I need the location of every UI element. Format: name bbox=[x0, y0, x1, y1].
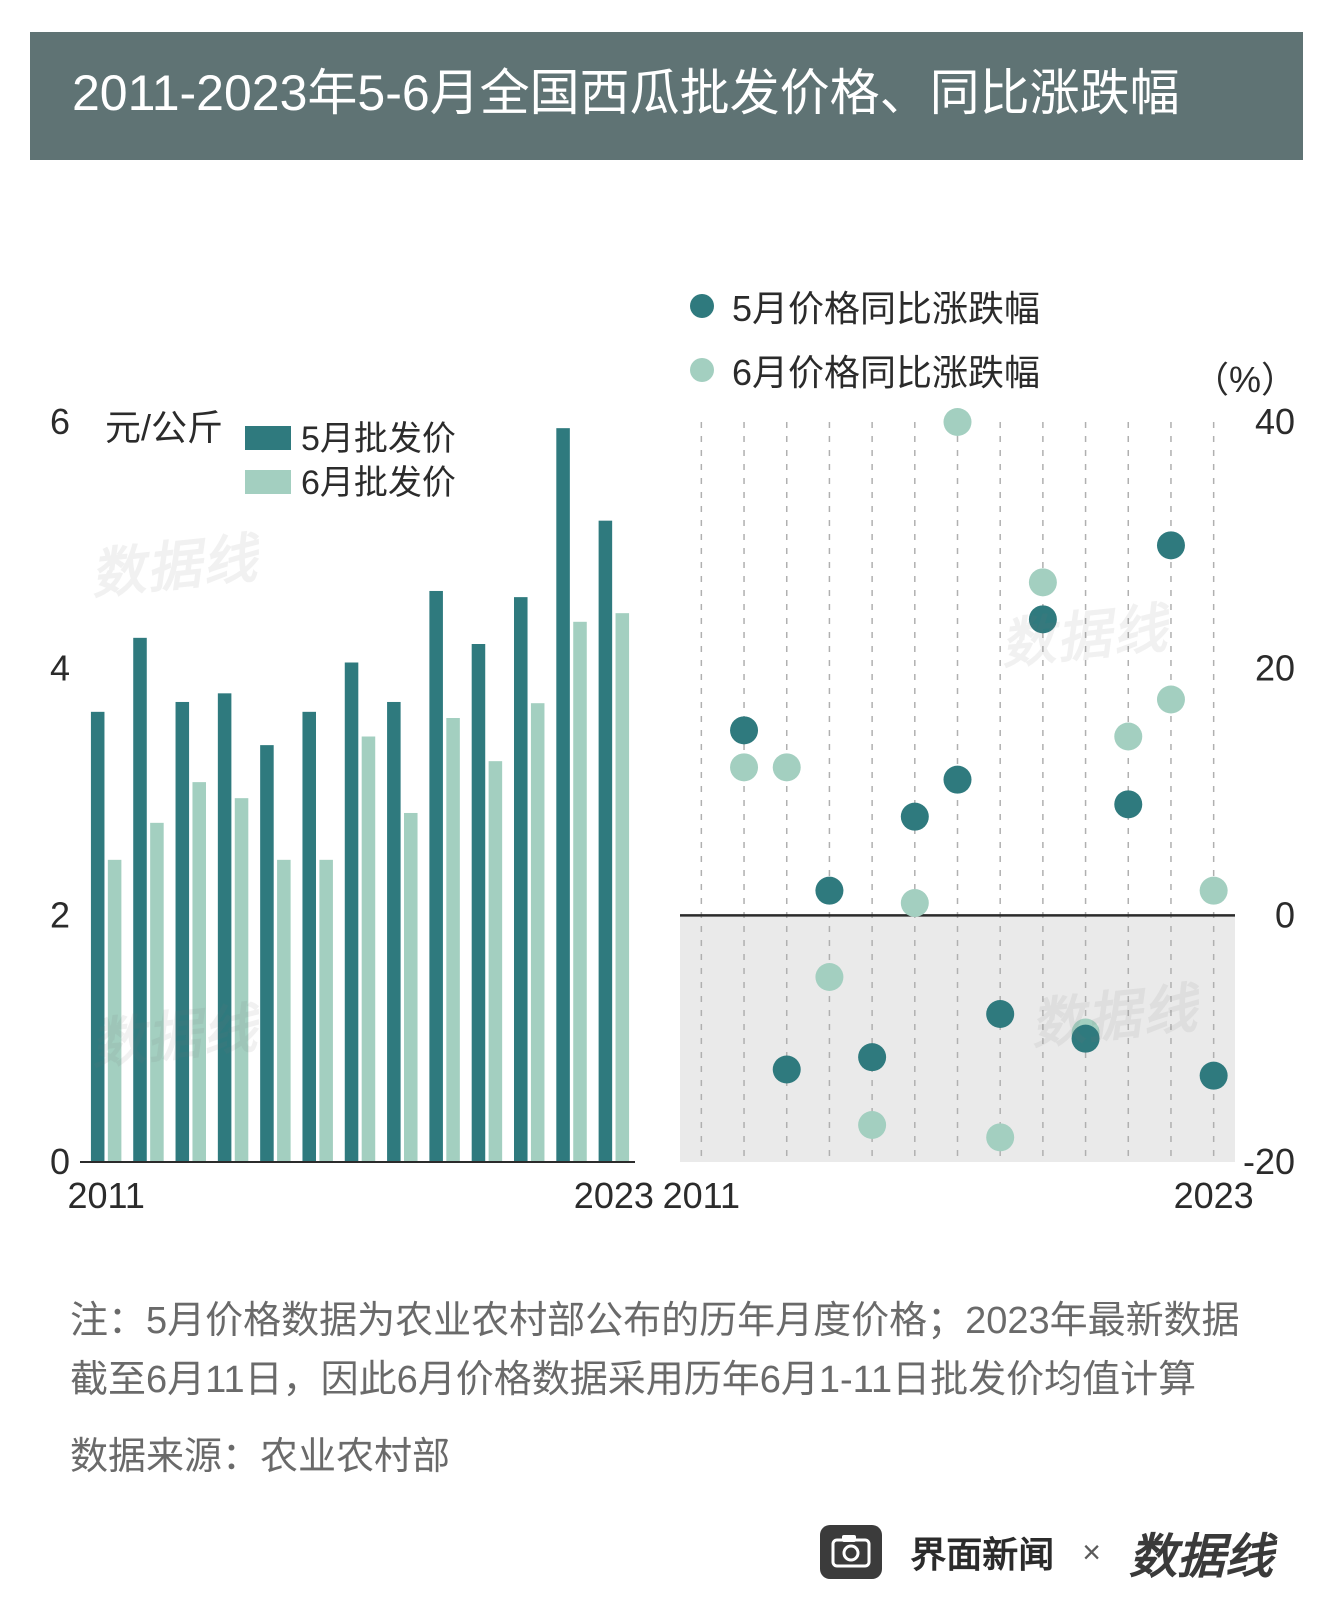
credits-separator: × bbox=[1082, 1534, 1101, 1571]
svg-text:2: 2 bbox=[50, 894, 70, 935]
svg-text:0: 0 bbox=[1275, 894, 1295, 935]
svg-text:2023: 2023 bbox=[1174, 1175, 1254, 1216]
svg-text:6月批发价: 6月批发价 bbox=[301, 464, 456, 502]
legend-dot-may bbox=[690, 294, 714, 318]
svg-text:（%）: （%） bbox=[1193, 359, 1297, 400]
legend-row-may-change: 5月价格同比涨跌幅 bbox=[690, 280, 1040, 332]
svg-text:4: 4 bbox=[50, 648, 70, 689]
svg-text:2011: 2011 bbox=[67, 1175, 144, 1216]
legend-row-jun-change: 6月价格同比涨跌幅 bbox=[690, 344, 1040, 396]
scatter-legend: 5月价格同比涨跌幅 6月价格同比涨跌幅 bbox=[690, 280, 1040, 408]
datawire-logo: 数据线 bbox=[1129, 1517, 1273, 1587]
jiemian-logo bbox=[820, 1525, 882, 1579]
footnote-block: 注：5月价格数据为农业农村部公布的历年月度价格；2023年最新数据截至6月11日… bbox=[70, 1292, 1270, 1487]
legend-dot-jun bbox=[690, 358, 714, 382]
svg-text:2023: 2023 bbox=[574, 1175, 654, 1216]
charts-container: 0246元/公斤5月批发价6月批发价20112023 （%）-200204020… bbox=[30, 412, 1305, 1232]
legend-label-jun-change: 6月价格同比涨跌幅 bbox=[732, 344, 1040, 396]
svg-text:6: 6 bbox=[50, 401, 70, 442]
legend-label-may-change: 5月价格同比涨跌幅 bbox=[732, 280, 1040, 332]
infographic-root: 2011-2023年5-6月全国西瓜批发价格、同比涨跌幅 5月价格同比涨跌幅 6… bbox=[0, 32, 1333, 1621]
svg-text:40: 40 bbox=[1255, 401, 1295, 442]
svg-text:20: 20 bbox=[1255, 648, 1295, 689]
bar-chart: 0246元/公斤5月批发价6月批发价20112023 bbox=[30, 412, 640, 1232]
chart-title: 2011-2023年5-6月全国西瓜批发价格、同比涨跌幅 bbox=[30, 32, 1303, 160]
scatter-chart: （%）-200204020112023 bbox=[670, 412, 1305, 1232]
footer-credits: 界面新闻 × 数据线 bbox=[820, 1517, 1273, 1587]
svg-text:元/公斤: 元/公斤 bbox=[105, 407, 223, 448]
jiemian-label: 界面新闻 bbox=[910, 1526, 1054, 1578]
svg-text:5月批发价: 5月批发价 bbox=[301, 420, 456, 458]
camera-icon bbox=[830, 1531, 872, 1573]
svg-text:2011: 2011 bbox=[663, 1175, 740, 1216]
data-source: 数据来源：农业农村部 bbox=[70, 1428, 1270, 1487]
footnote-text: 注：5月价格数据为农业农村部公布的历年月度价格；2023年最新数据截至6月11日… bbox=[70, 1292, 1270, 1410]
